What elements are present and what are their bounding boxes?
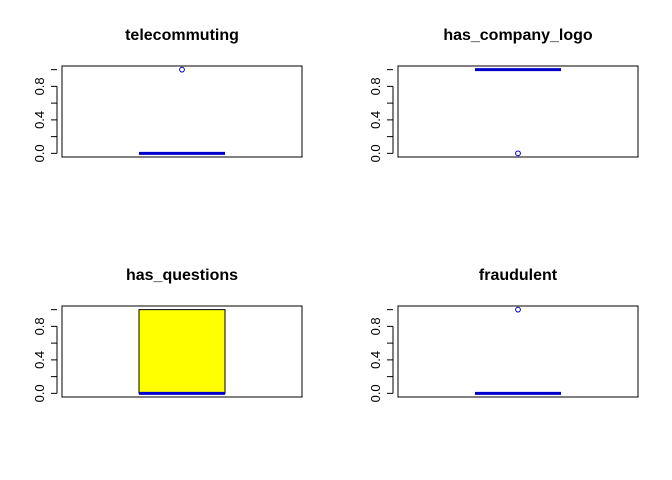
chart-title: telecommuting (125, 27, 239, 44)
y-tick-label: 0.0 (32, 144, 47, 162)
y-tick-label: 0.8 (368, 77, 383, 95)
panel-telecommuting: telecommuting 0.0 0.4 0.8 (32, 27, 303, 162)
plot-frame (397, 305, 639, 398)
panel-has-company-logo: has_company_logo 0.0 0.4 0.8 (368, 27, 639, 162)
outlier-point (179, 66, 185, 73)
outlier-point (515, 150, 521, 157)
plot-frame (61, 65, 303, 158)
chart-title: fraudulent (479, 267, 558, 284)
panel-fraudulent: fraudulent 0.0 0.4 0.8 (368, 267, 639, 402)
y-tick-label: 0.0 (32, 384, 47, 402)
chart-title: has_company_logo (443, 27, 593, 44)
panel-has-questions: has_questions 0.0 0.4 0.8 (32, 267, 303, 402)
y-tick-label: 0.8 (32, 77, 47, 95)
y-tick-label: 0.0 (368, 384, 383, 402)
y-tick-label: 0.4 (368, 111, 383, 129)
y-tick-label: 0.4 (368, 351, 383, 369)
y-tick-label: 0.8 (368, 317, 383, 335)
y-tick-label: 0.4 (32, 111, 47, 129)
plot-frame (397, 65, 639, 158)
plot-frame (61, 305, 303, 398)
y-tick-label: 0.4 (32, 351, 47, 369)
chart-title: has_questions (126, 267, 238, 284)
y-tick-label: 0.0 (368, 144, 383, 162)
outlier-point (515, 306, 521, 313)
y-tick-label: 0.8 (32, 317, 47, 335)
box-body (138, 309, 226, 394)
